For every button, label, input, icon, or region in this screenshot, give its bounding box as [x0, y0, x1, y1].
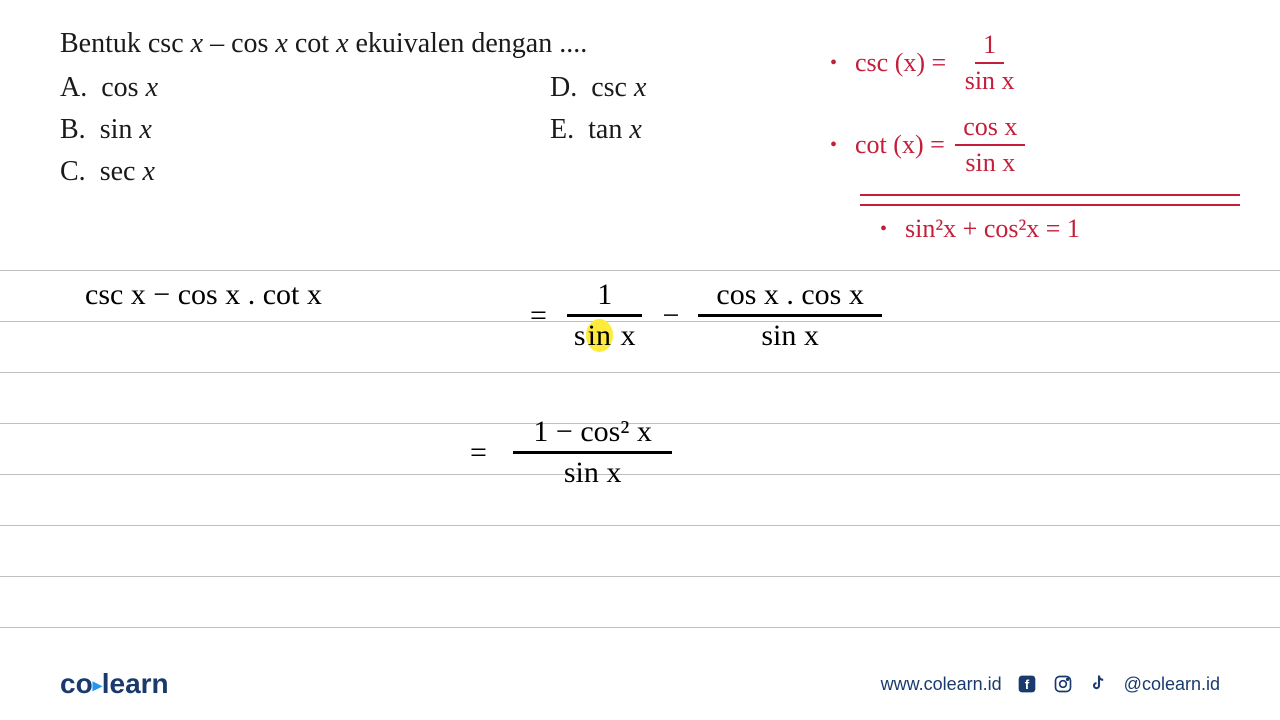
work-rhs-line2: = 1 − cos² x sin x	[470, 415, 676, 490]
options-right: D. csc x E. tan x	[550, 72, 750, 198]
option-b: B. sin x	[60, 114, 550, 146]
option-a: A. cos x	[60, 72, 550, 104]
logo-dot-icon: ▸	[93, 675, 102, 695]
option-d: D. csc x	[550, 72, 750, 104]
work-rhs-line1: = 1 sin x − cos x . cos x sin x	[530, 278, 886, 353]
formulas-panel: • csc (x) = 1 sin x • cot (x) = cos x si…	[830, 30, 1270, 260]
instagram-icon	[1052, 673, 1074, 695]
highlight: in	[586, 319, 613, 352]
fraction: 1 sin x	[957, 30, 1023, 96]
q-var1: x	[191, 28, 203, 59]
fraction: cos x . cos x sin x	[698, 278, 881, 353]
bullet-icon: •	[830, 134, 837, 157]
formula-csc: • csc (x) = 1 sin x	[830, 30, 1270, 96]
options-left: A. cos x B. sin x C. sec x	[60, 72, 550, 198]
footer: co▸learn www.colearn.id f @colearn.id	[0, 668, 1280, 700]
facebook-icon: f	[1016, 673, 1038, 695]
divider	[860, 204, 1240, 206]
q-mid2: cot	[288, 28, 336, 59]
work-lhs: csc x − cos x . cot x	[85, 278, 322, 312]
logo-co: co	[60, 668, 93, 699]
footer-handle: @colearn.id	[1124, 674, 1220, 695]
ruled-line	[0, 576, 1280, 627]
tiktok-icon	[1088, 673, 1110, 695]
svg-text:f: f	[1024, 677, 1029, 692]
formula-cot: • cot (x) = cos x sin x	[830, 112, 1270, 178]
footer-url: www.colearn.id	[881, 674, 1002, 695]
q-prefix: Bentuk csc	[60, 28, 191, 59]
option-e: E. tan x	[550, 114, 750, 146]
logo: co▸learn	[60, 668, 169, 700]
footer-right: www.colearn.id f @colearn.id	[881, 673, 1220, 695]
option-c: C. sec x	[60, 156, 550, 188]
logo-learn: learn	[102, 668, 169, 699]
q-var2: x	[275, 28, 287, 59]
q-mid1: – cos	[203, 28, 275, 59]
fraction: cos x sin x	[955, 112, 1025, 178]
ruled-line	[0, 525, 1280, 576]
q-suffix: ekuivalen dengan ....	[349, 28, 588, 59]
q-var3: x	[336, 28, 348, 59]
fraction: 1 − cos² x sin x	[513, 415, 671, 490]
formula-identity: • sin²x + cos²x = 1	[880, 214, 1270, 244]
bullet-icon: •	[830, 52, 837, 75]
divider	[860, 194, 1240, 196]
fraction: 1 sin x	[566, 278, 644, 353]
bullet-icon: •	[880, 218, 887, 241]
